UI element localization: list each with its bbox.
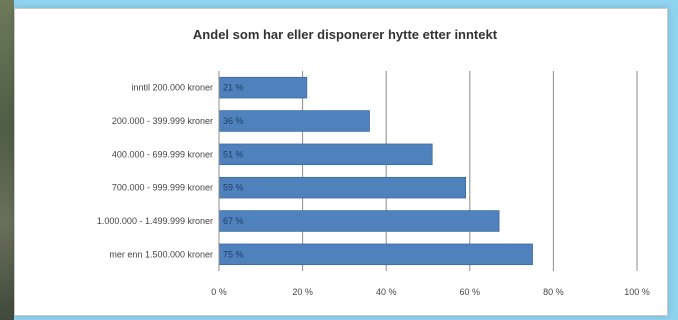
category-label: mer enn 1.500.000 kroner xyxy=(109,249,213,259)
x-tick-label: 0 % xyxy=(211,287,227,297)
category-label: inntil 200.000 kroner xyxy=(131,83,213,93)
category-label: 200.000 - 399.999 kroner xyxy=(112,116,213,126)
data-label: 67 % xyxy=(223,216,244,226)
background-photo-strip xyxy=(0,0,14,320)
chart-title: Andel som har eller disponerer hytte ett… xyxy=(193,27,498,42)
data-label: 36 % xyxy=(223,116,244,126)
category-labels: inntil 200.000 kroner 200.000 - 399.999 k… xyxy=(97,83,213,260)
bar xyxy=(218,243,533,266)
x-tick-label: 40 % xyxy=(376,287,397,297)
x-tick-label: 80 % xyxy=(543,287,564,297)
x-tick-label: 100 % xyxy=(624,287,650,297)
data-label: 21 % xyxy=(223,83,244,93)
bar-chart: Andel som har eller disponerer hytte ett… xyxy=(97,27,650,297)
data-label: 59 % xyxy=(223,183,244,193)
data-label: 75 % xyxy=(223,249,244,259)
x-tick-label: 60 % xyxy=(460,287,481,297)
bar xyxy=(218,176,467,199)
bars: 21 % 36 % 51 % 59 % 67 % 75 % xyxy=(218,76,533,266)
category-label: 1.000.000 - 1.499.999 kroner xyxy=(97,216,213,226)
bar xyxy=(218,143,433,166)
category-label: 700.000 - 999.999 kroner xyxy=(112,183,213,193)
chart-card: Andel som har eller disponerer hytte ett… xyxy=(14,8,668,316)
tick-labels: 0 % 20 % 40 % 60 % 80 % 100 % xyxy=(211,287,650,297)
x-tick-label: 20 % xyxy=(292,287,313,297)
bar xyxy=(218,210,500,232)
category-label: 400.000 - 699.999 kroner xyxy=(112,149,213,159)
gridlines xyxy=(302,71,638,271)
data-label: 51 % xyxy=(223,149,244,159)
